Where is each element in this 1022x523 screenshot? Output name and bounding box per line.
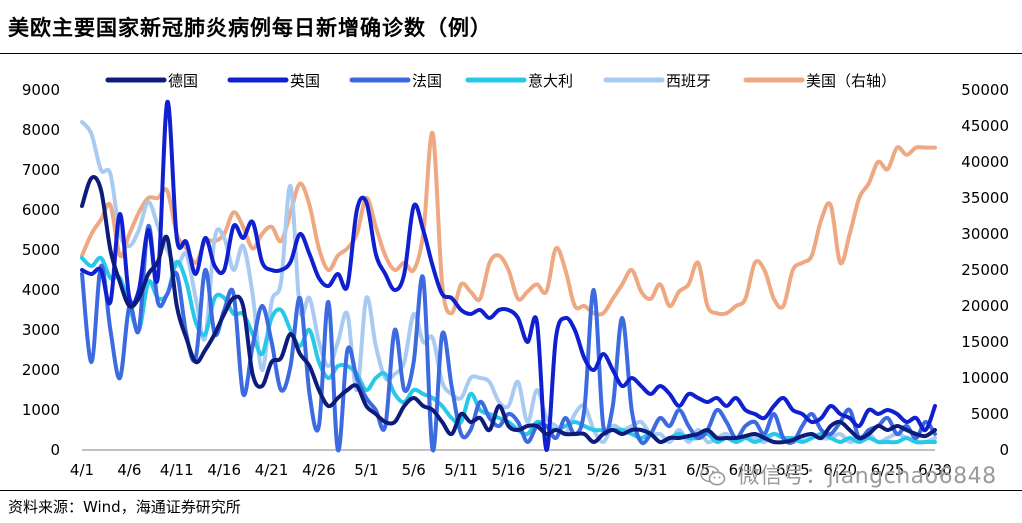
source-rule: [0, 490, 1022, 491]
x-tick-label: 6/5: [686, 461, 710, 479]
x-tick-label: 5/26: [586, 461, 620, 479]
y-left-tick-label: 9000: [22, 81, 60, 99]
legend-label-us: 美国（右轴）: [806, 72, 896, 90]
x-tick-label: 6/10: [729, 461, 763, 479]
x-tick-label: 6/30: [918, 461, 952, 479]
legend-label-italy: 意大利: [528, 72, 573, 90]
y-left-tick-label: 3000: [22, 321, 60, 339]
x-tick-label: 5/21: [539, 461, 573, 479]
y-left-tick-label: 8000: [22, 121, 60, 139]
x-tick-label: 5/31: [634, 461, 668, 479]
y-right-tick-label: 5000: [971, 405, 1009, 423]
x-tick-label: 4/26: [302, 461, 336, 479]
x-tick-label: 5/6: [402, 461, 426, 479]
legend-label-france: 法国: [412, 72, 442, 90]
x-tick-label: 4/6: [117, 461, 141, 479]
y-right-tick-label: 50000: [961, 81, 1009, 99]
x-tick-label: 6/15: [776, 461, 810, 479]
y-right-tick-label: 40000: [961, 153, 1009, 171]
x-tick-label: 5/16: [492, 461, 526, 479]
y-right-tick-label: 25000: [961, 261, 1009, 279]
y-right-tick-label: 15000: [961, 333, 1009, 351]
legend-label-spain: 西班牙: [666, 72, 711, 90]
y-right-tick-label: 35000: [961, 189, 1009, 207]
series-line-uk: [80, 99, 937, 453]
x-tick-label: 5/11: [444, 461, 478, 479]
x-tick-label: 4/21: [255, 461, 289, 479]
x-tick-label: 4/11: [160, 461, 194, 479]
y-right-tick-label: 45000: [961, 117, 1009, 135]
y-left-tick-label: 1000: [22, 401, 60, 419]
title-rule: [0, 53, 1022, 54]
wechat-icon: [700, 465, 726, 486]
watermark: 微信号：jiangchao6848: [700, 458, 997, 490]
y-right-tick-label: 20000: [961, 297, 1009, 315]
y-left-tick-label: 4000: [22, 281, 60, 299]
legend-label-uk: 英国: [290, 72, 320, 90]
y-left-tick-label: 5000: [22, 241, 60, 259]
y-right-tick-label: 10000: [961, 369, 1009, 387]
x-tick-label: 6/20: [823, 461, 857, 479]
y-right-tick-label: 30000: [961, 225, 1009, 243]
chart-title: 美欧主要国家新冠肺炎病例每日新增确诊数（例）: [8, 16, 492, 40]
y-right-tick-label: 0: [999, 441, 1009, 459]
series-line-us: [80, 131, 937, 317]
y-left-tick-label: 7000: [22, 161, 60, 179]
x-tick-label: 4/1: [70, 461, 94, 479]
x-tick-label: 5/1: [354, 461, 378, 479]
y-left-tick-label: 0: [50, 441, 60, 459]
x-tick-label: 6/25: [871, 461, 905, 479]
y-left-tick-label: 6000: [22, 201, 60, 219]
source-note: 资料来源：Wind，海通证券研究所: [8, 498, 241, 516]
watermark-text: 微信号：jiangchao6848: [737, 464, 997, 489]
y-left-tick-label: 2000: [22, 361, 60, 379]
legend-label-germany: 德国: [168, 72, 198, 90]
series-line-germany: [80, 175, 937, 445]
x-tick-label: 4/16: [207, 461, 241, 479]
